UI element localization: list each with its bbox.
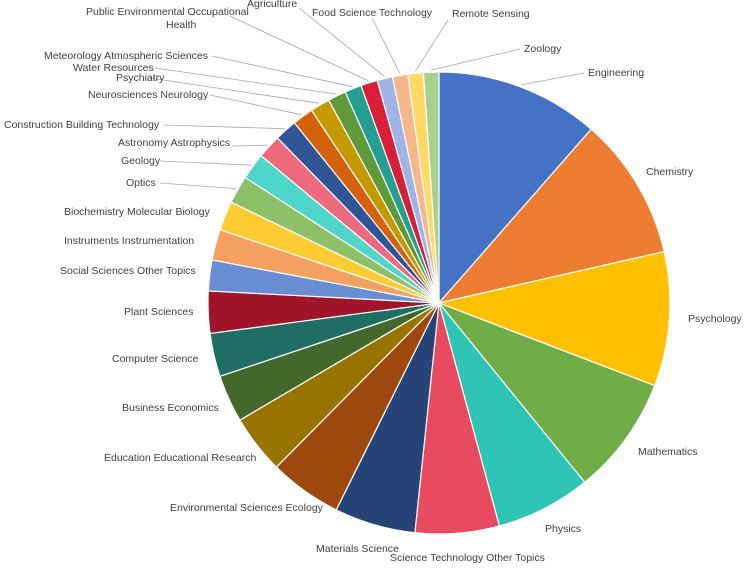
slice-label-food-science-technology: Food Science Technology: [312, 7, 433, 19]
slice-label-public-environmental-occupational-health: Public Environmental Occupational Health: [86, 6, 249, 31]
slice-label-optics: Optics: [126, 177, 156, 189]
leader-line-geology: [159, 160, 252, 166]
slice-label-business-economics: Business Economics: [122, 402, 219, 414]
slice-label-water-resources: Water Resources: [73, 62, 154, 74]
pie-slice-mathematics: [437, 301, 656, 484]
slice-label-meteorology-atmospheric-sciences: Meteorology Atmospheric Sciences: [44, 50, 208, 62]
leader-lines: [149, 7, 585, 189]
slice-label-agriculture: Agriculture: [247, 0, 297, 10]
slice-label-psychiatry: Psychiatry: [116, 72, 165, 84]
leader-line-meteorology-atmospheric-sciences: [211, 55, 353, 88]
leader-line-agriculture: [298, 7, 385, 77]
slice-label-chemistry: Chemistry: [646, 166, 694, 178]
slice-label-science-technology-other-topics: Science Technology Other Topics: [390, 552, 545, 564]
leader-line-food-science-technology: [371, 17, 401, 74]
slice-label-mathematics: Mathematics: [638, 446, 698, 458]
leader-line-optics: [159, 182, 237, 189]
pie-slice-zoology: [422, 71, 440, 304]
slice-labels: Engineering Chemistry Psychology Mathematic…: [4, 0, 742, 564]
slice-label-social-sciences-other-topics: Social Sciences Other Topics: [60, 265, 196, 277]
leader-line-public-environmental-occupational-health: [229, 15, 369, 82]
slice-label-environmental-sciences-ecology: Environmental Sciences Ecology: [170, 502, 324, 514]
slice-label-engineering: Engineering: [588, 67, 644, 79]
slice-label-geology: Geology: [121, 155, 161, 167]
slice-label-astronomy-astrophysics: Astronomy Astrophysics: [118, 137, 230, 149]
leader-line-neurosciences-neurology: [209, 94, 302, 116]
slice-label-construction-building-technology: Construction Building Technology: [4, 119, 160, 131]
slice-label-biochemistry-molecular-biology: Biochemistry Molecular Biology: [64, 206, 211, 218]
leader-line-engineering: [520, 72, 585, 86]
slice-label-education-educational-research: Education Educational Research: [104, 452, 257, 464]
slice-label-psychology: Psychology: [688, 313, 742, 325]
leader-line-astronomy-astrophysics: [231, 144, 268, 147]
pie-slice-psychology: [436, 250, 671, 387]
slice-label-neurosciences-neurology: Neurosciences Neurology: [88, 89, 209, 101]
slice-label-remote-sensing: Remote Sensing: [452, 8, 530, 20]
slice-label-zoology: Zoology: [524, 43, 562, 55]
slice-label-materials-science: Materials Science: [316, 543, 399, 555]
leader-line-zoology: [431, 48, 521, 71]
slice-label-instruments-instrumentation: Instruments Instrumentation: [64, 235, 194, 247]
leader-line-psychiatry: [149, 77, 320, 104]
leader-line-water-resources: [154, 67, 337, 95]
slice-label-physics: Physics: [545, 523, 581, 535]
pie-slices: [207, 71, 671, 535]
slice-label-computer-science: Computer Science: [112, 353, 199, 365]
pie-slice-chemistry: [437, 128, 665, 304]
leader-line-remote-sensing: [415, 19, 449, 72]
pie-slice-engineering: [438, 71, 593, 305]
slice-label-plant-sciences: Plant Sciences: [124, 306, 193, 318]
leader-line-construction-building-technology: [163, 124, 285, 130]
